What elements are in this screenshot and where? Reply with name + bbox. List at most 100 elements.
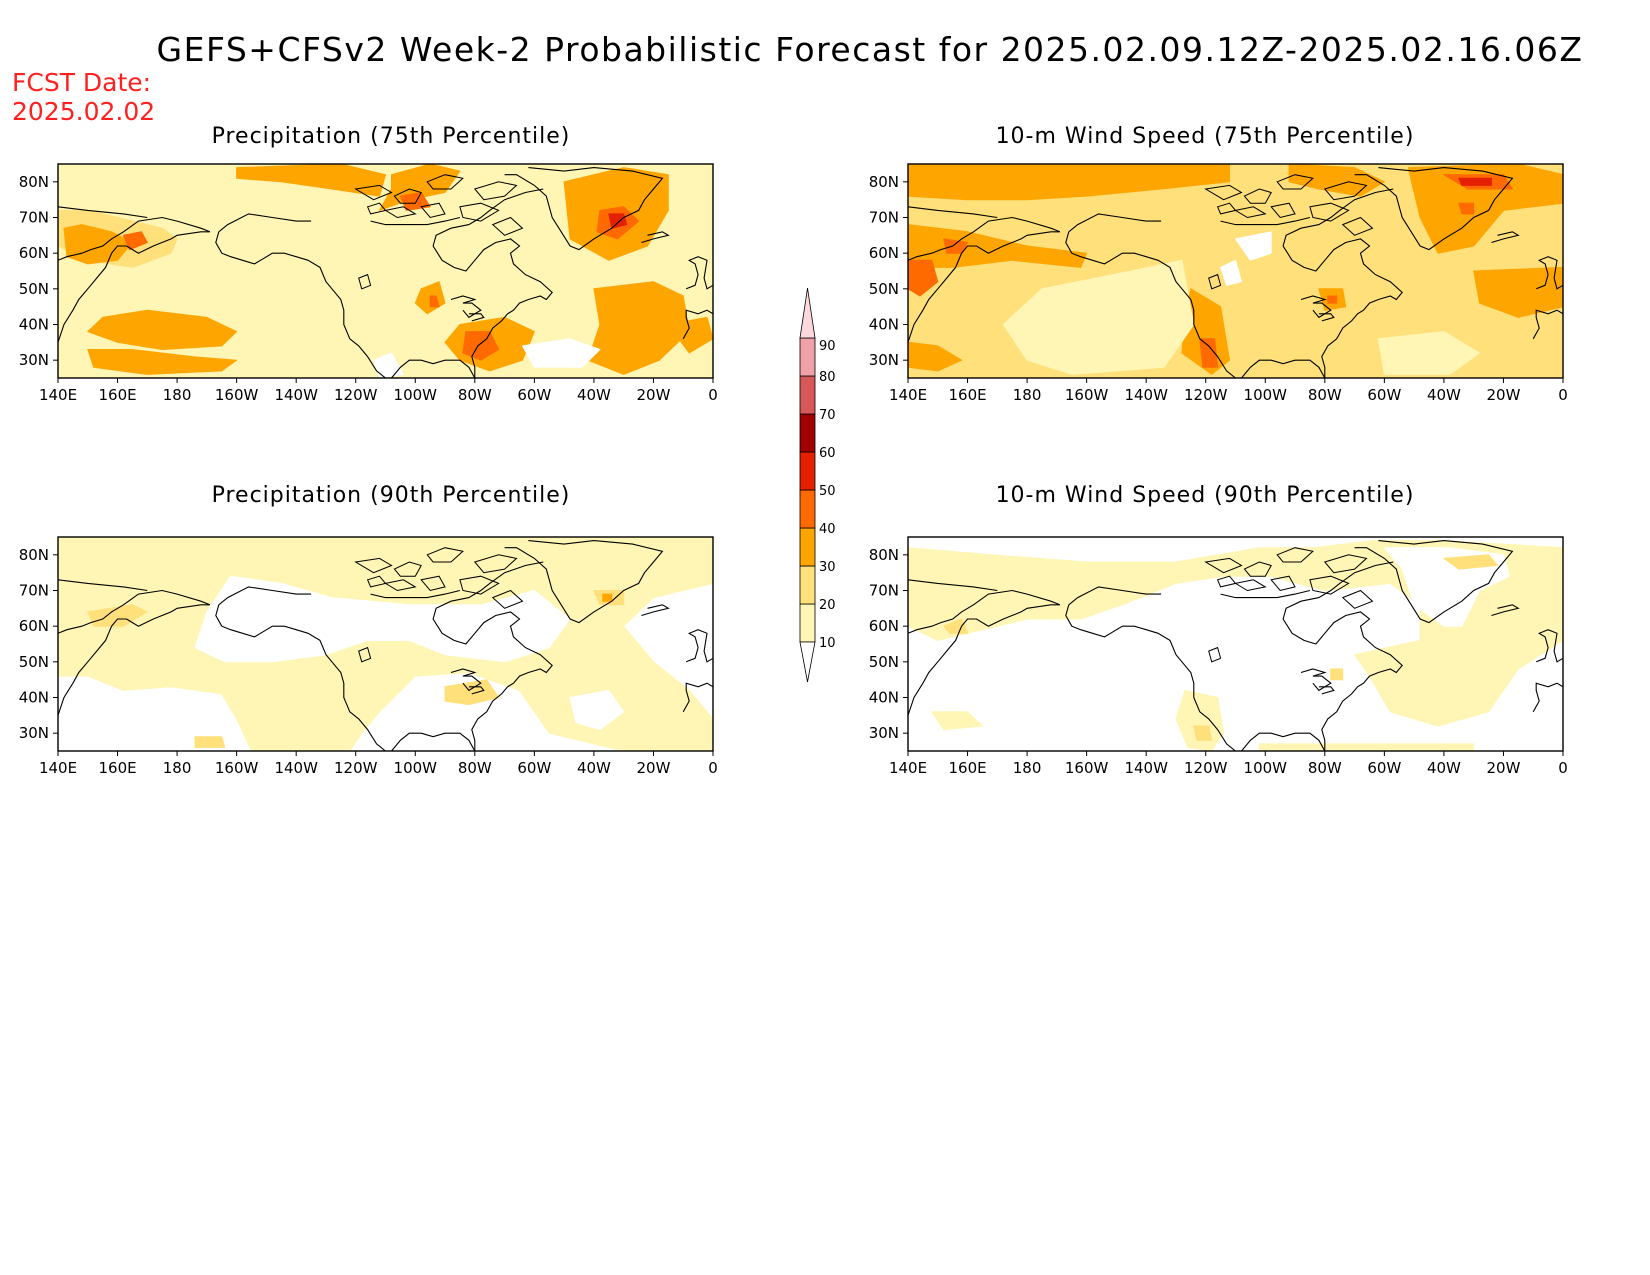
probability-region (608, 213, 628, 229)
colorbar-label: 50 (819, 484, 836, 499)
x-tick-label: 0 (1558, 759, 1568, 777)
probability-region (87, 349, 238, 375)
coastline (1300, 668, 1327, 677)
coastline (504, 167, 664, 251)
x-tick-label: 160E (948, 759, 986, 777)
probability-region (569, 689, 625, 731)
y-tick-label: 40N (869, 316, 899, 334)
coastline (908, 231, 1060, 343)
y-tick-label: 50N (869, 653, 899, 671)
island-outline (354, 557, 393, 574)
x-tick-label: 160W (1065, 386, 1109, 404)
coastline (58, 216, 211, 261)
x-tick-label: 40W (577, 386, 611, 404)
x-tick-label: 60W (1367, 386, 1401, 404)
x-tick-label: 140W (1124, 386, 1168, 404)
probability-region (1458, 177, 1492, 186)
y-tick-label: 50N (869, 280, 899, 298)
coastline (1491, 231, 1520, 244)
y-tick-label: 60N (19, 244, 49, 262)
coastline (1241, 732, 1326, 751)
y-tick-label: 60N (19, 617, 49, 635)
coastline (685, 629, 713, 663)
x-tick-label: 180 (163, 386, 192, 404)
x-tick-label: 140E (889, 759, 927, 777)
coastline (1354, 540, 1514, 624)
colorbar-segment (799, 413, 816, 453)
x-tick-label: 120W (334, 759, 378, 777)
coastline (391, 359, 476, 378)
coastline (58, 579, 148, 592)
x-tick-label: 40W (1427, 386, 1461, 404)
plot-frame (907, 163, 1564, 379)
x-tick-label: 160W (215, 759, 259, 777)
x-tick-label: 180 (1013, 759, 1042, 777)
panel-title-wind75: 10-m Wind Speed (75th Percentile) (995, 124, 1415, 149)
probability-region (462, 331, 500, 361)
probability-region (429, 295, 440, 308)
island-outline (1208, 273, 1222, 290)
y-tick-label: 60N (869, 617, 899, 635)
coastline (682, 309, 713, 340)
coastline (908, 206, 998, 219)
island-outline (384, 579, 417, 592)
island-outline (358, 273, 372, 290)
coastline (1318, 686, 1335, 695)
y-tick-label: 80N (869, 546, 899, 564)
probability-region (87, 309, 238, 350)
island-outline (384, 206, 417, 219)
panel-title-precip75: Precipitation (75th Percentile) (211, 124, 571, 149)
y-tick-label: 70N (19, 582, 49, 600)
x-tick-label: 140E (889, 386, 927, 404)
coastline (682, 682, 713, 713)
probability-region (1330, 668, 1344, 681)
probability-region (931, 711, 983, 731)
probability-region (444, 679, 500, 706)
y-tick-label: 30N (19, 351, 49, 369)
y-tick-label: 30N (869, 351, 899, 369)
probability-region (1258, 743, 1475, 751)
x-tick-label: 160E (98, 759, 136, 777)
island-outline (1204, 557, 1243, 574)
probability-region (1407, 164, 1563, 254)
probability-region (1288, 164, 1385, 197)
colorbar-label: 10 (819, 636, 836, 651)
probability-region (63, 224, 133, 265)
colorbar-segment (799, 527, 816, 567)
y-tick-label: 50N (19, 653, 49, 671)
x-tick-label: 140W (274, 759, 318, 777)
y-tick-label: 70N (869, 582, 899, 600)
panel-title-wind90: 10-m Wind Speed (90th Percentile) (995, 483, 1415, 508)
island-outline (1341, 216, 1374, 236)
probability-region (1199, 338, 1219, 368)
island-outline (358, 646, 372, 663)
probability-region (87, 604, 148, 627)
probability-region (908, 540, 1563, 727)
island-outline (1270, 202, 1296, 219)
y-tick-label: 60N (869, 244, 899, 262)
island-outline (1276, 547, 1314, 563)
coastline (504, 540, 664, 624)
coastline (58, 231, 210, 343)
y-tick-label: 80N (19, 546, 49, 564)
x-tick-label: 120W (1184, 759, 1228, 777)
x-tick-label: 40W (577, 759, 611, 777)
colorbar-label: 60 (819, 446, 836, 461)
x-tick-label: 100W (394, 386, 438, 404)
island-outline (1234, 206, 1267, 219)
coastline (218, 586, 312, 606)
probability-region (1443, 554, 1498, 570)
island-outline (1234, 579, 1267, 592)
island-outline (354, 184, 393, 201)
probability-region (908, 164, 1230, 201)
probability-region (236, 164, 386, 197)
wind75-map: 140E 160E 180 160W 140W 120W 100W 80W 60W 40W 20W 0… (869, 163, 1568, 404)
y-tick-label: 70N (869, 209, 899, 227)
island-outline (1323, 554, 1368, 574)
coastline (641, 231, 670, 244)
x-tick-label: 40W (1427, 759, 1461, 777)
probability-region (587, 281, 690, 375)
colorbar-segment (799, 603, 816, 643)
coastline (370, 589, 461, 599)
coastline (1535, 256, 1563, 290)
